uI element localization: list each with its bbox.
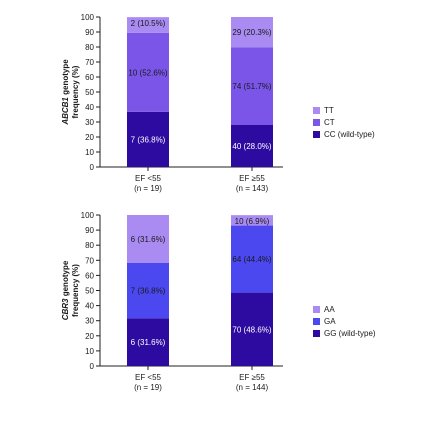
legend-swatch: [313, 131, 320, 138]
y-tick-label: 30: [85, 317, 94, 326]
bar-data-label: 74 (51.7%): [232, 82, 271, 91]
bar-segment: [127, 32, 169, 112]
x-tick-label: EF <55: [135, 373, 162, 382]
bar-data-label: 7 (36.8%): [131, 287, 166, 296]
legend-label: CC (wild-type): [324, 130, 375, 139]
y-tick-label: 30: [85, 118, 94, 127]
legend-swatch: [313, 107, 320, 114]
y-tick-label: 40: [85, 302, 94, 311]
y-axis-label-gene: ABCB1: [61, 97, 70, 126]
legend-swatch: [313, 306, 320, 313]
bar-segment: [231, 47, 273, 126]
y-tick-label: 80: [85, 241, 94, 250]
bar-data-label: 70 (48.6%): [232, 325, 271, 334]
y-axis-label-rest: genotype: [61, 59, 70, 97]
x-tick-n-label: (n = 19): [134, 184, 162, 193]
bar-data-label: 64 (44.4%): [232, 255, 271, 264]
y-axis-label-line2: frequency (%): [71, 65, 80, 118]
legend: AA GA GG (wild-type): [313, 305, 376, 338]
y-axis-label-rest: genotype: [61, 260, 70, 298]
legend-swatch: [313, 119, 320, 126]
y-axis-label: ABCB1 genotypefrequency (%): [61, 59, 80, 126]
chart-panel-1: 0 10 20 30 40 50 60 70 80 90 100 ABCB1 genotypefreq…: [61, 13, 375, 193]
y-axis-label: CBR3 genotypefrequency (%): [61, 260, 80, 320]
x-tick-label: EF ≥55: [239, 373, 265, 382]
y-tick-label: 20: [85, 332, 94, 341]
bar-segment: [231, 292, 273, 366]
bar-data-label: 2 (10.5%): [131, 19, 166, 28]
legend-swatch: [313, 330, 320, 337]
bar-segment: [231, 17, 273, 48]
legend-label: GA: [324, 317, 336, 326]
x-tick-n-label: (n = 144): [236, 383, 269, 392]
legend-label: GG (wild-type): [324, 329, 376, 338]
bar-segment: [127, 111, 169, 167]
y-tick-label: 20: [85, 133, 94, 142]
bar-segment: [231, 125, 273, 167]
bar-data-label: 10 (6.9%): [235, 217, 270, 226]
y-axis-label-gene: CBR3: [61, 298, 70, 320]
y-tick-label: 10: [85, 347, 94, 356]
y-tick-label: 90: [85, 226, 94, 235]
y-tick-label: 50: [85, 88, 94, 97]
y-axis-label-line2: frequency (%): [71, 264, 80, 317]
y-tick-label: 40: [85, 103, 94, 112]
x-tick-n-label: (n = 143): [236, 184, 269, 193]
bar-segment: [127, 262, 169, 319]
y-tick-label: 60: [85, 271, 94, 280]
y-tick-label: 10: [85, 148, 94, 157]
legend-label: AA: [324, 305, 335, 314]
bar-segment: [127, 17, 169, 33]
x-tick-label: EF <55: [135, 174, 162, 183]
x-tick-label: EF ≥55: [239, 174, 265, 183]
x-tick-n-label: (n = 19): [134, 383, 162, 392]
bar-data-label: 6 (31.6%): [131, 235, 166, 244]
y-tick-label: 0: [90, 362, 95, 371]
y-tick-label: 70: [85, 256, 94, 265]
y-tick-label: 100: [81, 211, 95, 220]
y-tick-label: 60: [85, 73, 94, 82]
bar-data-label: 6 (31.6%): [131, 338, 166, 347]
bar-data-label: 10 (52.6%): [128, 68, 167, 77]
y-tick-label: 0: [90, 163, 95, 172]
y-tick-label: 90: [85, 28, 94, 37]
y-tick-label: 50: [85, 287, 94, 296]
bar-segment: [231, 215, 273, 226]
legend-label: CT: [324, 118, 335, 127]
bar-data-label: 29 (20.3%): [232, 28, 271, 37]
chart-panel-2: 0 10 20 30 40 50 60 70 80 90 100 CBR3 genotypefrequ…: [61, 211, 376, 392]
bar-data-label: 40 (28.0%): [232, 142, 271, 151]
legend-swatch: [313, 318, 320, 325]
legend: TT CT CC (wild-type): [313, 106, 375, 139]
y-tick-label: 100: [81, 13, 95, 22]
y-tick-label: 70: [85, 58, 94, 67]
bar-segment: [127, 215, 169, 263]
bar-data-label: 7 (36.8%): [131, 135, 166, 144]
bar-segment: [231, 225, 273, 293]
bar-segment: [127, 318, 169, 366]
legend-label: TT: [324, 106, 334, 115]
y-tick-label: 80: [85, 43, 94, 52]
